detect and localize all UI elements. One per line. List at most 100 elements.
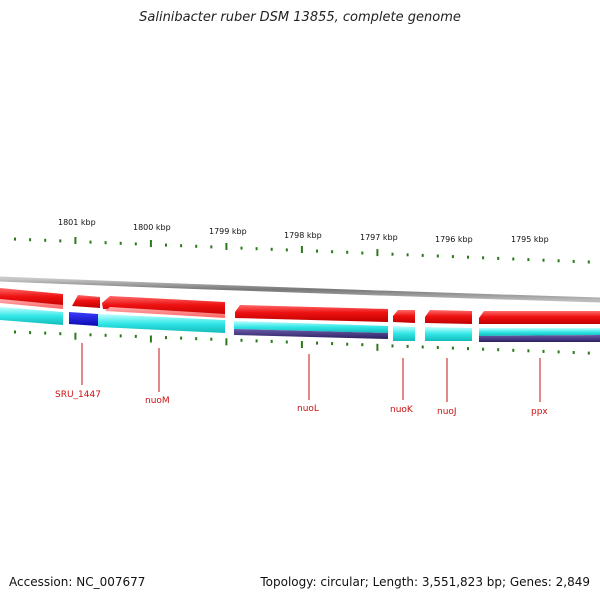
- gene-label-nuom[interactable]: nuoM: [145, 396, 170, 406]
- cds-arrow[interactable]: [393, 310, 415, 323]
- minor-tick: [512, 348, 515, 352]
- minor-tick: [557, 350, 560, 354]
- gene-label-ppx[interactable]: ppx: [531, 407, 548, 417]
- major-tick: [74, 332, 77, 340]
- gene-label-nuol[interactable]: nuoL: [297, 404, 319, 414]
- minor-tick: [316, 249, 318, 253]
- major-tick: [149, 240, 152, 247]
- minor-tick: [331, 250, 334, 254]
- minor-tick: [180, 244, 183, 248]
- minor-tick: [165, 243, 167, 247]
- gene-label-sru-1447[interactable]: SRU_1447: [55, 390, 101, 400]
- gene-label-nuok[interactable]: nuoK: [390, 405, 414, 415]
- feature-block-navy[interactable]: [234, 329, 388, 339]
- minor-tick: [119, 241, 122, 245]
- minor-tick: [482, 256, 485, 260]
- minor-tick: [572, 351, 575, 354]
- minor-tick: [497, 348, 500, 352]
- cds-arrow[interactable]: [102, 296, 225, 316]
- major-tick: [225, 243, 228, 250]
- minor-tick: [421, 253, 424, 257]
- minor-tick: [436, 346, 439, 349]
- minor-tick: [451, 346, 454, 350]
- minor-tick: [270, 339, 273, 343]
- minor-tick: [285, 248, 288, 252]
- minor-tick: [104, 333, 107, 337]
- minor-tick: [527, 349, 530, 353]
- minor-tick: [210, 245, 213, 249]
- minor-tick: [361, 251, 364, 255]
- minor-tick: [255, 339, 258, 343]
- minor-tick: [391, 252, 394, 256]
- minor-tick: [346, 250, 349, 254]
- gene-labels: SRU_1447 nuoM nuoL nuoK nuoJ ppx: [55, 390, 548, 417]
- cds-arrow[interactable]: [425, 310, 472, 324]
- minor-tick: [195, 244, 198, 248]
- minor-tick: [285, 340, 288, 344]
- minor-tick: [210, 337, 213, 341]
- minor-tick: [134, 242, 137, 246]
- feature-block-blue[interactable]: [69, 312, 98, 326]
- minor-tick: [557, 259, 560, 263]
- genome-backbone: [0, 276, 600, 303]
- minor-tick: [436, 254, 439, 258]
- minor-tick: [29, 331, 32, 335]
- minor-tick: [134, 334, 137, 338]
- major-tick: [376, 249, 379, 257]
- accession-text: Accession: NC_007677: [9, 575, 146, 589]
- feature-block-cyan[interactable]: [425, 327, 472, 341]
- minor-tick: [361, 343, 364, 347]
- gene-leader-lines: [81, 343, 541, 402]
- minor-tick: [512, 257, 515, 261]
- cds-arrow[interactable]: [72, 295, 100, 308]
- forward-strand-features: [0, 288, 600, 324]
- minor-tick: [497, 256, 500, 260]
- minor-tick: [165, 336, 167, 340]
- minor-tick: [542, 349, 545, 353]
- cds-arrow[interactable]: [235, 305, 388, 322]
- feature-block-cyan[interactable]: [0, 307, 63, 325]
- minor-tick: [104, 241, 107, 245]
- minor-tick: [14, 237, 16, 241]
- major-tick: [300, 246, 303, 253]
- minor-tick: [346, 342, 349, 346]
- kbp-label: 1800 kbp: [133, 223, 171, 232]
- kbp-label: 1798 kbp: [284, 231, 322, 240]
- minor-tick: [587, 351, 590, 355]
- kbp-label: 1796 kbp: [435, 235, 473, 244]
- map-title: Salinibacter ruber DSM 13855, complete g…: [139, 10, 461, 25]
- feature-block-cyan[interactable]: [98, 314, 225, 333]
- minor-tick: [89, 333, 92, 337]
- feature-block-cyan[interactable]: [479, 328, 600, 336]
- minor-tick: [467, 255, 469, 259]
- major-tick: [225, 338, 228, 346]
- minor-tick: [14, 330, 16, 334]
- minor-tick: [44, 238, 47, 242]
- minor-tick: [587, 260, 590, 264]
- feature-block-navy[interactable]: [479, 335, 600, 342]
- feature-block-cyan[interactable]: [393, 326, 415, 341]
- minor-tick: [29, 238, 32, 242]
- minor-tick: [406, 253, 409, 257]
- minor-tick: [451, 255, 454, 259]
- kbp-label: 1799 kbp: [209, 227, 247, 236]
- kbp-label: 1795 kbp: [511, 235, 549, 244]
- minor-tick: [331, 342, 334, 346]
- cds-arrow[interactable]: [479, 311, 600, 324]
- major-tick: [149, 335, 152, 343]
- minor-tick: [316, 341, 318, 345]
- minor-tick: [119, 334, 122, 338]
- minor-tick: [89, 240, 92, 244]
- minor-tick: [542, 258, 545, 262]
- minor-tick: [255, 247, 258, 251]
- kbp-label: 1801 kbp: [58, 218, 96, 227]
- reverse-strand-features: [0, 307, 600, 342]
- gene-label-nuoj[interactable]: nuoJ: [437, 407, 457, 417]
- major-tick: [300, 341, 303, 348]
- lower-tick-marks: [14, 330, 590, 355]
- genome-summary-text: Topology: circular; Length: 3,551,823 bp…: [260, 575, 590, 589]
- minor-tick: [180, 336, 183, 340]
- minor-tick: [391, 344, 394, 348]
- minor-tick: [240, 246, 243, 250]
